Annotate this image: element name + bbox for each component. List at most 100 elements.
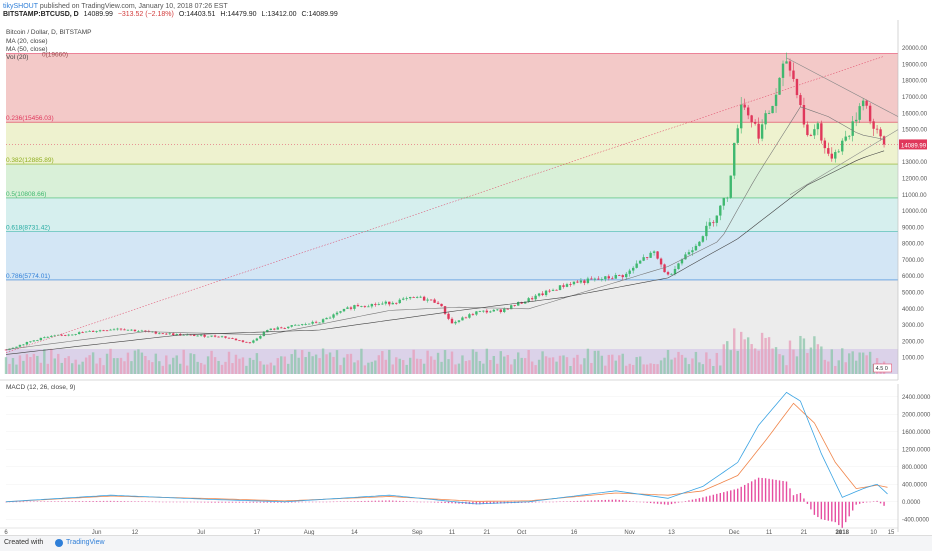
volume-bar-208 xyxy=(729,350,732,374)
y-tick-8: 9000.00 xyxy=(902,225,924,231)
candle-body-222 xyxy=(778,77,781,95)
ma50-legend[interactable]: MA (50, close) xyxy=(6,46,48,53)
x-tick-8: 11 xyxy=(449,530,456,535)
volume-bar-14 xyxy=(53,358,56,374)
macd-hist-157 xyxy=(552,501,554,503)
volume-bar-175 xyxy=(614,360,617,374)
candle-body-161 xyxy=(565,284,569,287)
macd-hist-195 xyxy=(684,501,687,502)
macd-hist-99 xyxy=(350,501,352,502)
price-chart[interactable]: 0.236(15456.03) 0.382(12885.89) 0.5(10808.… xyxy=(0,0,932,395)
y-tick-10: 11000.00 xyxy=(902,193,927,199)
candle-body-248 xyxy=(868,105,872,122)
x-tick-15: 11 xyxy=(766,530,773,535)
volume-bar-12 xyxy=(46,363,50,374)
macd-hist-192 xyxy=(674,501,676,504)
volume-bar-189 xyxy=(663,357,666,374)
candle-body-167 xyxy=(586,278,590,283)
macd-hist-201 xyxy=(705,496,708,502)
candle-body-229 xyxy=(802,105,806,125)
macd-hist-170 xyxy=(597,500,600,502)
candle-body-76 xyxy=(269,328,273,330)
volume-bar-11 xyxy=(43,349,46,374)
volume-bar-106 xyxy=(374,360,377,374)
macd-hist-93 xyxy=(329,501,331,503)
candle-body-34 xyxy=(123,329,126,331)
candle-body-35 xyxy=(126,329,130,331)
candle-body-8 xyxy=(32,340,36,342)
candle-body-73 xyxy=(259,336,262,339)
candle-body-244 xyxy=(854,119,858,122)
macd-hist-78 xyxy=(277,501,279,503)
candle-body-204 xyxy=(715,215,719,223)
candle-body-114 xyxy=(402,298,405,300)
macd-hist-8 xyxy=(33,501,35,503)
candle-body-61 xyxy=(217,336,220,338)
tradingview-logo-icon xyxy=(55,539,63,547)
candle-body-85 xyxy=(300,324,304,325)
candle-body-136 xyxy=(478,310,482,312)
macd-hist-86 xyxy=(304,501,307,503)
x-tick-3: Jul xyxy=(197,530,205,535)
ma20-legend[interactable]: MA (20, close) xyxy=(6,38,48,45)
volume-bar-226 xyxy=(792,349,795,374)
volume-bar-78 xyxy=(276,358,279,374)
macd-hist-208 xyxy=(730,490,732,502)
macd-hist-205 xyxy=(719,493,721,502)
candle-body-173 xyxy=(607,276,610,279)
candle-body-92 xyxy=(325,317,328,320)
candle-body-237 xyxy=(830,153,833,159)
author-link[interactable]: tikySHOUT xyxy=(3,3,38,10)
macd-hist-161 xyxy=(566,501,568,502)
candle-body-44 xyxy=(158,333,161,335)
candle-body-206 xyxy=(722,197,725,206)
candle-body-138 xyxy=(485,310,489,313)
macd-hist-107 xyxy=(378,500,380,502)
macd-hist-239 xyxy=(838,501,840,526)
volume-bar-114 xyxy=(402,360,405,374)
volume-bar-198 xyxy=(694,351,698,374)
macd-hist-160 xyxy=(562,501,565,502)
macd-hist-165 xyxy=(580,500,582,502)
volume-legend[interactable]: Vol (20) xyxy=(6,54,29,61)
candle-body-0 xyxy=(4,349,8,351)
candle-body-69 xyxy=(245,341,248,343)
x-tick-19: 10 xyxy=(870,530,877,535)
macd-chart[interactable]: -400.0000 0.0000 400.0000 800.0000 1200.0000… xyxy=(0,0,932,535)
volume-bar-183 xyxy=(642,364,645,374)
resistance-trendline xyxy=(786,57,899,117)
volume-bar-67 xyxy=(238,358,241,374)
tradingview-link[interactable]: TradingView xyxy=(66,539,105,546)
volume-bar-29 xyxy=(105,353,109,374)
y-tick-1: 2000.00 xyxy=(902,339,924,345)
macd-legend[interactable]: MACD (12, 26, close, 9) xyxy=(6,384,76,391)
macd-hist-122 xyxy=(430,501,432,503)
volume-bar-77 xyxy=(273,365,276,374)
macd-hist-102 xyxy=(360,501,363,502)
volume-bar-112 xyxy=(395,357,398,374)
publish-line: tikySHOUT published on TradingView.com, … xyxy=(3,2,228,11)
macd-hist-127 xyxy=(447,501,450,504)
macd-hist-74 xyxy=(263,501,265,503)
volume-bar-156 xyxy=(548,357,551,374)
macd-hist-109 xyxy=(385,500,387,502)
candle-body-57 xyxy=(203,334,206,337)
macd-hist-237 xyxy=(831,501,833,522)
candle-body-235 xyxy=(823,140,827,149)
macd-hist-25 xyxy=(92,501,94,502)
macd-hist-121 xyxy=(426,501,429,503)
x-tick-4: 17 xyxy=(254,530,261,535)
candle-body-181 xyxy=(635,263,638,268)
macd-hist-21 xyxy=(78,501,80,502)
candle-body-175 xyxy=(614,275,617,279)
candle-body-62 xyxy=(220,336,224,338)
macd-hist-79 xyxy=(280,501,282,503)
volume-bar-104 xyxy=(367,362,370,374)
volume-bar-137 xyxy=(482,363,485,374)
macd-hist-113 xyxy=(399,500,401,502)
candle-body-80 xyxy=(283,328,286,329)
candle-body-95 xyxy=(335,312,339,315)
volume-bar-23 xyxy=(84,357,88,374)
volume-bar-97 xyxy=(342,357,346,374)
candle-body-186 xyxy=(652,251,656,253)
